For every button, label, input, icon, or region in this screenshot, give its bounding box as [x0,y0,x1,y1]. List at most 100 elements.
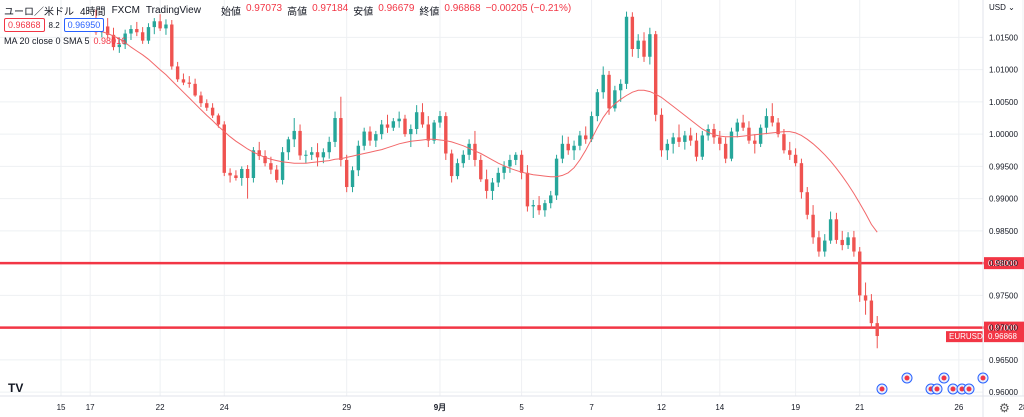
candle-body [753,140,757,144]
x-tick-label: 7 [589,403,594,412]
interval[interactable]: 4時間 [80,6,106,18]
candle-body [840,239,844,246]
x-tick-label: 14 [715,403,724,412]
candle-body [374,134,378,141]
candle-body [712,128,716,138]
last-price-tag [984,331,1024,343]
candle-body [170,24,174,67]
candle-body [286,139,291,153]
flag-icon-dot [934,386,940,392]
y-tick-label: 0.99500 [989,162,1018,171]
candle-body [584,135,588,140]
flag-icon-dot [941,375,947,381]
candle-body [747,127,751,141]
sell-button[interactable]: 0.96868 [4,18,45,32]
candle-body [811,214,815,238]
candle-body [805,192,809,215]
buy-button[interactable]: 0.96950 [63,18,105,32]
flag-icon-dot [904,375,910,381]
candle-body [823,240,827,252]
candle-body [473,143,477,160]
tradingview-logo[interactable]: TV [8,381,24,395]
candle-body [735,122,739,132]
candle-body [432,122,436,141]
indicator-label[interactable]: MA 20 close 0 SMA 5 [4,36,90,46]
candle-body [181,79,186,83]
candle-body [659,114,664,151]
candle-body [461,154,465,164]
candle-body [642,40,646,57]
y-tick-label: 1.01500 [989,33,1018,42]
candle-body [852,237,856,252]
close-value: 0.96868 [444,2,481,14]
candle-body [350,170,355,188]
candle-body [665,143,670,151]
x-tick-label: 15 [57,403,66,412]
candle-body [321,152,326,158]
candle-body [799,163,804,193]
flag-icon-dot [980,375,986,381]
candle-body [379,124,384,135]
open-value: 0.97073 [245,2,283,14]
hline-price-tag [984,321,1024,334]
candle-body [234,175,238,179]
y-tick-label: 0.98000 [989,259,1018,268]
candle-body [531,205,535,207]
candle-body [729,131,734,159]
candle-body [240,168,244,179]
chart-header: ユーロ／米ドル 4時間 FXCM TradingView 始値 0.97073 高… [4,2,572,18]
candle-body [718,137,722,144]
candle-body [193,83,197,96]
candle-body [484,179,489,191]
candle-body [869,300,874,324]
candle-body [414,112,419,129]
gear-icon[interactable]: ⚙ [999,401,1010,415]
candle-body [502,166,506,173]
candle-body [269,163,273,170]
candle-body [543,203,547,211]
y-tick-label: 1.00500 [989,98,1018,107]
candle-body [653,34,658,115]
y-tick-label: 0.98500 [989,227,1018,236]
close-label: 終値 [419,6,440,18]
symbol-name[interactable]: ユーロ／米ドル [4,6,74,18]
candle-body [205,103,209,108]
change-value: −0.00205 (−0.21%) [485,2,572,14]
candle-body [636,40,640,50]
candle-body [164,24,168,29]
candle-body [490,182,495,191]
candle-body [397,118,401,122]
x-tick-label: 17 [86,403,95,412]
candle-body [315,152,320,158]
y-tick-label: 0.96500 [989,356,1018,365]
candle-body [327,141,331,153]
x-tick-label: 9月 [434,403,446,412]
candle-body [409,128,413,135]
candle-body [688,135,693,141]
candle-body [508,159,512,167]
x-tick-label: 28 [1019,403,1024,412]
symbol-tag [946,331,983,343]
candle-body [776,122,780,135]
candle-body [479,159,483,180]
candle-body [613,90,617,109]
x-tick-label: 5 [519,403,524,412]
candle-body [607,74,611,109]
candle-body [187,82,191,84]
last-price-label: 0.96868 [988,332,1017,341]
candle-body [671,137,675,144]
low-value: 0.96679 [378,2,415,14]
candle-body [146,27,151,41]
candle-body [210,107,215,116]
candle-body [630,16,635,50]
candle-body [117,44,122,48]
candle-body [758,127,763,144]
candle-body [846,237,850,246]
indicator-legend[interactable]: MA 20 close 0 SMA 5 0.98016 [4,36,126,46]
currency-label: USD ⌄ [989,3,1015,12]
candle-body [694,140,699,157]
candle-body [764,116,769,128]
candle-body [793,154,798,164]
y-tick-label: 1.00000 [989,130,1018,139]
